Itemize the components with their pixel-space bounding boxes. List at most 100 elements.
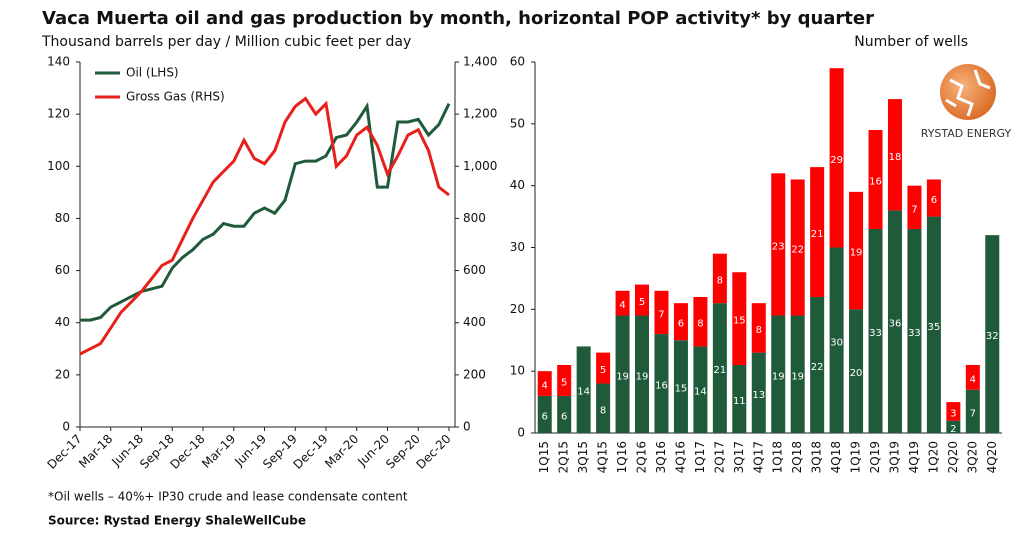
- bar-segment: [693, 346, 708, 433]
- bar-segment: [868, 130, 883, 229]
- x-tick-label: Dec-18: [167, 432, 207, 472]
- bar-segment: [596, 352, 611, 384]
- bar-segment: [926, 179, 941, 217]
- x-tick-label: 3Q19: [887, 441, 901, 473]
- y-tick-label: 30: [510, 240, 525, 254]
- bar-value-label: 29: [830, 155, 843, 166]
- legend-label: Oil (LHS): [126, 66, 179, 80]
- x-tick-label: 1Q19: [849, 441, 863, 473]
- bar-value-label: 4: [619, 300, 625, 311]
- bar-value-label: 21: [713, 365, 726, 376]
- bar-value-label: 32: [986, 331, 999, 342]
- y-tick-label: 0: [463, 420, 471, 434]
- bar-segment: [751, 352, 766, 433]
- bar-segment: [849, 309, 864, 433]
- source: Source: Rystad Energy ShaleWellCube: [48, 514, 306, 528]
- bar-value-label: 6: [542, 411, 548, 422]
- logo: RYSTAD ENERGY: [921, 64, 1012, 140]
- y-tick-label: 40: [510, 178, 525, 192]
- bar-segment: [985, 235, 1000, 433]
- y-tick-label: 600: [463, 263, 486, 277]
- bar-value-label: 8: [717, 275, 723, 286]
- bar-value-label: 19: [791, 371, 804, 382]
- bar-segment: [965, 389, 980, 433]
- title: Vaca Muerta oil and gas production by mo…: [42, 8, 874, 29]
- bar-value-label: 7: [970, 408, 976, 419]
- y-tick-label: 140: [47, 55, 70, 69]
- y-tick-label: 10: [510, 364, 525, 378]
- y-tick-label: 80: [55, 211, 70, 225]
- x-tick-label: 4Q17: [751, 441, 765, 473]
- bar-segment: [887, 210, 902, 433]
- x-tick-label: 3Q17: [732, 441, 746, 473]
- bar-segment: [596, 383, 611, 433]
- x-tick-label: 2Q15: [557, 441, 571, 473]
- bar-value-label: 35: [928, 322, 941, 333]
- x-tick-label: 4Q19: [907, 441, 921, 473]
- bar-segment: [810, 296, 825, 433]
- bar-segment: [537, 395, 552, 433]
- bar-value-label: 19: [772, 371, 785, 382]
- y-tick-label: 40: [55, 315, 70, 329]
- y-tick-label: 100: [47, 159, 70, 173]
- bar-segment: [635, 284, 650, 316]
- bar-segment: [829, 68, 844, 248]
- bar-segment: [946, 402, 961, 421]
- bar-segment: [673, 303, 688, 341]
- bar-segment: [965, 364, 980, 390]
- bar-segment: [576, 346, 591, 433]
- bar-segment: [907, 185, 922, 229]
- bar-value-label: 5: [639, 297, 645, 308]
- bar-value-label: 22: [791, 245, 804, 256]
- bar-segment: [926, 216, 941, 433]
- y-tick-label: 0: [62, 420, 70, 434]
- bar-value-label: 5: [600, 365, 606, 376]
- bar-segment: [712, 253, 727, 304]
- y-tick-label: 400: [463, 315, 486, 329]
- bar-value-label: 33: [869, 328, 882, 339]
- bar-value-label: 23: [772, 241, 785, 252]
- y-tick-label: 1,400: [463, 55, 497, 69]
- y-tick-label: 800: [463, 211, 486, 225]
- y-tick-label: 60: [510, 55, 525, 69]
- y-tick-label: 20: [510, 302, 525, 316]
- bar-value-label: 5: [561, 377, 567, 388]
- bar-value-label: 8: [756, 325, 762, 336]
- x-tick-label: 1Q20: [926, 441, 940, 473]
- x-tick-label: 4Q18: [829, 441, 843, 473]
- x-tick-label: 2Q18: [790, 441, 804, 473]
- bar-value-label: 6: [931, 195, 937, 206]
- x-tick-label: 2Q19: [868, 441, 882, 473]
- bar-value-label: 20: [850, 368, 863, 379]
- bar-segment: [673, 340, 688, 433]
- bar-segment: [557, 395, 572, 433]
- bar-segment: [907, 228, 922, 433]
- y-tick-label: 200: [463, 367, 486, 381]
- bar-value-label: 18: [889, 152, 902, 163]
- bar-segment: [887, 99, 902, 211]
- y-tick-label: 120: [47, 107, 70, 121]
- bar-value-label: 6: [678, 319, 684, 330]
- bar-value-label: 15: [675, 384, 688, 395]
- bar-value-label: 14: [577, 387, 590, 398]
- bar-value-label: 15: [733, 316, 746, 327]
- x-tick-label: 4Q15: [596, 441, 610, 473]
- x-tick-label: Dec-19: [290, 432, 330, 472]
- bar-value-label: 36: [889, 319, 902, 330]
- bar-segment: [732, 364, 747, 433]
- bar-value-label: 4: [970, 374, 976, 385]
- bar-segment: [732, 272, 747, 365]
- bar-segment: [557, 364, 572, 396]
- y-tick-label: 1,000: [463, 159, 497, 173]
- bar-value-label: 2: [950, 424, 956, 435]
- bar-value-label: 16: [869, 176, 882, 187]
- left-axis-title: Thousand barrels per day / Million cubic…: [41, 34, 411, 50]
- bar-segment: [615, 290, 630, 316]
- bar-segment: [615, 315, 630, 433]
- x-tick-label: Dec-17: [44, 432, 84, 472]
- footnote: *Oil wells – 40%+ IP30 crude and lease c…: [48, 490, 408, 504]
- bar-value-label: 22: [811, 362, 824, 373]
- logo-lines: [945, 69, 991, 117]
- y-tick-label: 20: [55, 367, 70, 381]
